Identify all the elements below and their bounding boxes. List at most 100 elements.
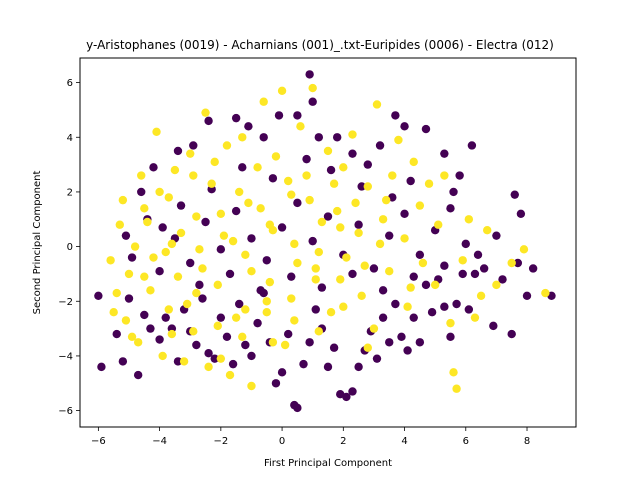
scatter-point xyxy=(176,228,186,238)
scatter-point xyxy=(317,217,327,227)
scatter-point xyxy=(302,171,311,180)
scatter-point xyxy=(391,299,400,309)
scatter-point xyxy=(238,332,247,341)
scatter-point xyxy=(415,250,425,259)
scatter-point xyxy=(112,288,121,298)
scatter-point xyxy=(464,305,474,314)
scatter-point xyxy=(259,97,268,106)
scatter-point xyxy=(192,288,201,298)
scatter-point xyxy=(124,269,134,279)
scatter-point xyxy=(363,182,372,191)
scatter-point xyxy=(277,86,287,96)
scatter-point xyxy=(247,351,256,361)
scatter-point xyxy=(253,318,262,328)
scatter-point xyxy=(409,313,418,322)
scatter-point xyxy=(440,149,449,158)
y-tick-label: −6 xyxy=(58,406,73,417)
scatter-point xyxy=(244,122,253,131)
scatter-point xyxy=(528,264,538,273)
scatter-point xyxy=(406,176,415,186)
scatter-point xyxy=(329,179,339,188)
scatter-point xyxy=(189,327,198,336)
scatter-point xyxy=(158,351,167,361)
scatter-point xyxy=(173,146,183,156)
scatter-point xyxy=(167,239,177,249)
scatter-point xyxy=(271,152,281,161)
y-tick-label: −2 xyxy=(58,297,73,308)
scatter-point xyxy=(336,275,345,284)
scatter-point xyxy=(247,267,256,276)
scatter-point xyxy=(271,379,281,388)
scatter-point xyxy=(231,313,241,322)
scatter-point xyxy=(342,253,351,262)
scatter-point xyxy=(228,359,238,369)
scatter-point xyxy=(372,354,382,363)
scatter-point xyxy=(421,280,431,290)
scatter-point xyxy=(287,272,296,281)
scatter-point xyxy=(155,187,164,197)
scatter-point xyxy=(198,264,207,273)
scatter-point xyxy=(372,100,382,109)
scatter-point xyxy=(449,368,458,377)
y-tick-label: 0 xyxy=(67,242,73,253)
scatter-point xyxy=(461,239,470,249)
scatter-point xyxy=(241,340,250,350)
scatter-point xyxy=(391,111,400,120)
scatter-point xyxy=(418,258,428,268)
scatter-point xyxy=(219,231,229,240)
scatter-point xyxy=(452,384,461,393)
chart-title: y-Aristophanes (0019) - Acharnians (001)… xyxy=(86,38,554,52)
scatter-point xyxy=(173,357,183,366)
scatter-point xyxy=(403,346,412,355)
scatter-point xyxy=(522,291,532,300)
x-tick-label: 4 xyxy=(401,436,407,447)
x-tick-label: −4 xyxy=(152,436,167,447)
scatter-point xyxy=(458,269,467,279)
scatter-point xyxy=(287,190,296,199)
y-tick-label: 6 xyxy=(67,78,73,89)
scatter-point xyxy=(94,291,103,300)
scatter-point xyxy=(253,163,262,172)
scatter-point xyxy=(492,280,501,290)
scatter-point xyxy=(293,198,302,208)
scatter-point xyxy=(97,362,106,372)
scatter-point xyxy=(348,387,357,396)
scatter-point xyxy=(296,122,305,131)
scatter-point xyxy=(176,201,186,210)
scatter-point xyxy=(409,157,418,167)
scatter-point xyxy=(121,231,131,240)
scatter-point xyxy=(167,329,177,339)
scatter-point xyxy=(351,198,360,208)
scatter-point xyxy=(140,310,149,320)
scatter-point xyxy=(262,297,271,306)
scatter-point xyxy=(308,97,317,106)
scatter-point xyxy=(424,179,434,188)
scatter-point xyxy=(204,116,213,126)
scatter-point xyxy=(314,327,324,336)
scatter-point xyxy=(342,392,351,402)
scatter-point xyxy=(458,256,467,265)
scatter-point xyxy=(492,231,501,240)
scatter-point xyxy=(357,291,366,300)
scatter-point xyxy=(421,124,431,134)
scatter-point xyxy=(280,340,290,350)
scatter-point xyxy=(354,220,363,229)
x-tick-label: 6 xyxy=(463,436,469,447)
scatter-point xyxy=(290,239,299,249)
scatter-point xyxy=(336,223,345,232)
scatter-point xyxy=(238,133,247,142)
scatter-point xyxy=(476,291,486,300)
scatter-point xyxy=(452,299,461,309)
scatter-point xyxy=(213,321,222,331)
scatter-point xyxy=(455,171,464,180)
scatter-point xyxy=(363,343,372,352)
scatter-point xyxy=(210,157,219,167)
scatter-point xyxy=(216,209,226,218)
scatter-point xyxy=(127,253,137,262)
scatter-point xyxy=(241,305,250,314)
scatter-point xyxy=(314,133,324,142)
scatter-point xyxy=(198,294,207,303)
scatter-point xyxy=(473,250,483,259)
x-axis-ticks: −6 −4 −2 0 2 4 6 8 xyxy=(91,427,530,447)
scatter-point xyxy=(415,338,425,347)
